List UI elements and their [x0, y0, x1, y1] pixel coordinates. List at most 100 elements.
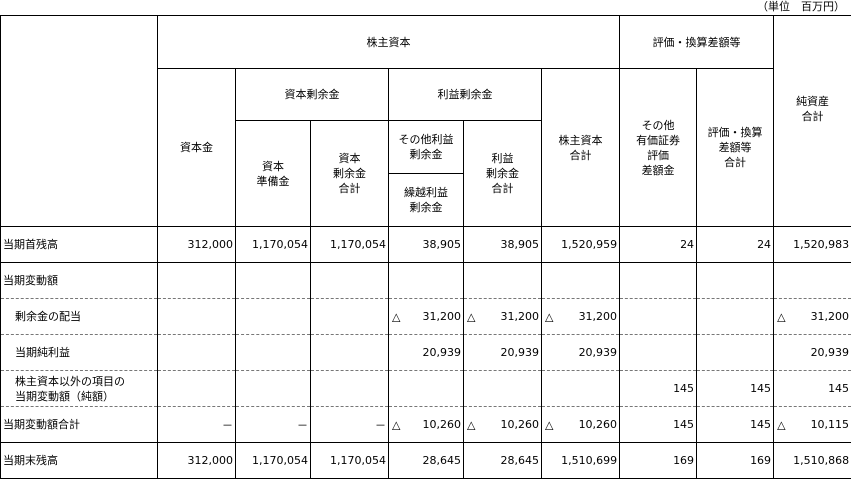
header-text-line: 資本	[313, 151, 386, 166]
row-label-line: 当期変動額	[3, 273, 155, 288]
value-cell: 20,939	[389, 335, 464, 371]
cell-value: 312,000	[188, 238, 234, 251]
cell-value: 145	[750, 418, 771, 431]
value-cell: －	[236, 407, 311, 443]
row-label-line: 当期変動額（純額）	[15, 389, 155, 404]
header-text-line: 剰余金	[313, 166, 386, 181]
row-label-line: 当期純利益	[15, 345, 155, 360]
value-cell: △10,115	[774, 407, 851, 443]
value-cell: 1,170,054	[236, 227, 311, 263]
negative-marker: △	[467, 310, 475, 323]
header-text-line: 合計	[313, 181, 386, 196]
value-cell: 1,520,983	[774, 227, 851, 263]
negative-marker: △	[545, 310, 553, 323]
value-cell: △31,200	[464, 299, 542, 335]
value-cell: 20,939	[774, 335, 851, 371]
cell-value: 31,200	[811, 310, 850, 323]
cell-value: 10,260	[501, 418, 540, 431]
cell-value: 1,170,054	[252, 238, 308, 251]
header-securities-valuation: その他 有価証券 評価 差額金	[620, 69, 697, 227]
header-equity-total: 株主資本 合計	[542, 69, 620, 227]
value-cell	[158, 335, 236, 371]
table-row: 剰余金の配当△31,200△31,200△31,200△31,200	[1, 299, 851, 335]
value-cell	[311, 371, 389, 407]
value-cell: 1,510,699	[542, 443, 620, 479]
cell-value: 1,170,054	[330, 238, 386, 251]
header-capital-reserve: 資本 準備金	[236, 121, 311, 227]
header-capital-surplus: 資本剰余金	[236, 69, 389, 121]
header-shareholders-equity: 株主資本	[158, 16, 620, 69]
header-text-line: 資本	[238, 159, 308, 174]
value-cell	[389, 263, 464, 299]
value-cell	[158, 299, 236, 335]
header-text-line: 合計	[544, 148, 617, 163]
header-corner	[1, 16, 158, 227]
value-cell: 20,939	[464, 335, 542, 371]
negative-marker: △	[392, 418, 400, 431]
header-text-line: 合計	[466, 181, 539, 196]
statement-of-changes-table: 株主資本 評価・換算差額等 純資産 合計 資本金 資本剰余金 利益剰余金 株主資…	[0, 15, 851, 479]
row-label: 当期末残高	[1, 443, 158, 479]
value-cell: 28,645	[464, 443, 542, 479]
table-row: 当期変動額	[1, 263, 851, 299]
value-cell: －	[158, 407, 236, 443]
cell-value: 20,939	[423, 346, 462, 359]
cell-value: 145	[673, 382, 694, 395]
header-text-line: 合計	[699, 155, 771, 170]
cell-value: 31,200	[579, 310, 618, 323]
value-cell	[389, 371, 464, 407]
value-cell	[464, 371, 542, 407]
header-retained-earnings: 利益剰余金	[389, 69, 542, 121]
cell-value: 1,510,699	[561, 454, 617, 467]
cell-value: 169	[750, 454, 771, 467]
value-cell	[236, 371, 311, 407]
cell-value: －	[297, 419, 308, 432]
cell-value: －	[222, 419, 233, 432]
header-text-line: 剰余金	[466, 166, 539, 181]
header-text-line: その他利益	[391, 132, 461, 147]
header-retained-total: 利益 剰余金 合計	[464, 121, 542, 227]
header-text-line: その他	[622, 118, 694, 133]
cell-value: 20,939	[579, 346, 618, 359]
unit-note: （単位 百万円）	[757, 0, 845, 14]
row-label: 当期首残高	[1, 227, 158, 263]
cell-value: 145	[673, 418, 694, 431]
cell-value: 28,645	[501, 454, 540, 467]
row-label: 当期変動額	[1, 263, 158, 299]
cell-value: 1,170,054	[330, 454, 386, 467]
cell-value: 24	[680, 238, 694, 251]
value-cell	[542, 371, 620, 407]
row-label-line: 剰余金の配当	[15, 309, 155, 324]
value-cell	[774, 263, 851, 299]
header-text-line: 繰越利益	[391, 185, 461, 200]
value-cell	[620, 263, 697, 299]
negative-marker: △	[392, 310, 400, 323]
header-text-line: 評価・換算	[699, 125, 771, 140]
value-cell: △10,260	[542, 407, 620, 443]
header-other-retained: その他利益 剰余金	[389, 121, 464, 174]
value-cell	[236, 299, 311, 335]
value-cell: 24	[620, 227, 697, 263]
value-cell	[311, 335, 389, 371]
value-cell	[311, 263, 389, 299]
cell-value: 1,520,983	[793, 238, 849, 251]
cell-value: 1,170,054	[252, 454, 308, 467]
cell-value: 20,939	[811, 346, 850, 359]
cell-value: 28,645	[423, 454, 462, 467]
header-valuation-total: 評価・換算 差額等 合計	[697, 69, 774, 227]
value-cell: 28,645	[389, 443, 464, 479]
row-label: 株主資本以外の項目の当期変動額（純額）	[1, 371, 158, 407]
header-net-assets-total: 純資産 合計	[774, 16, 851, 227]
negative-marker: △	[777, 418, 785, 431]
value-cell: △10,260	[389, 407, 464, 443]
row-label: 剰余金の配当	[1, 299, 158, 335]
value-cell	[236, 263, 311, 299]
value-cell: 145	[697, 407, 774, 443]
value-cell	[620, 335, 697, 371]
value-cell: △ 31,200	[542, 299, 620, 335]
